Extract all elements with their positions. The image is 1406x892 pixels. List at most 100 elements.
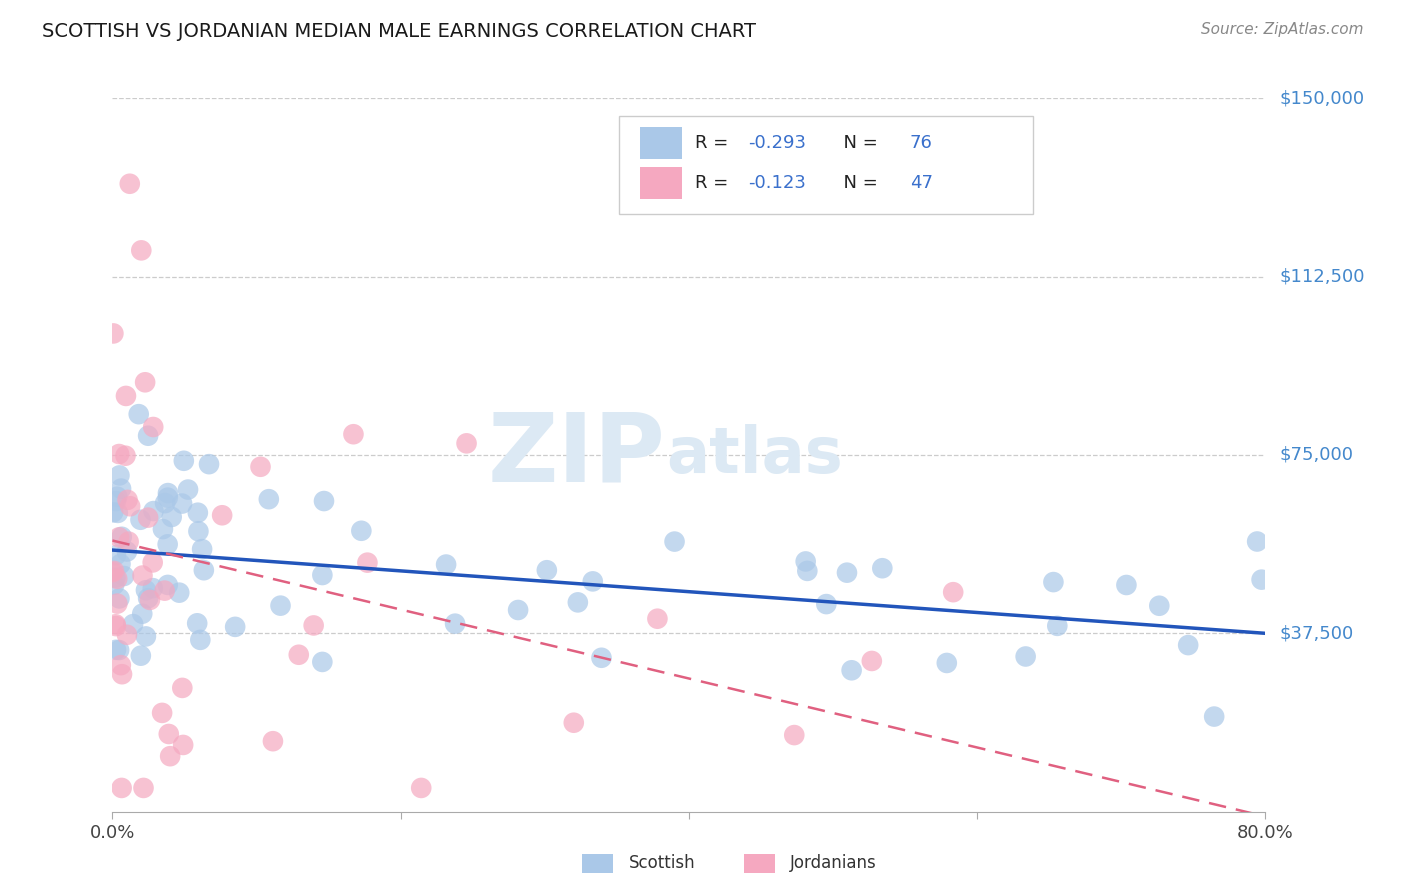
Point <box>841 663 863 677</box>
Point <box>1115 578 1137 592</box>
Text: N =: N = <box>832 174 884 192</box>
Point <box>562 715 585 730</box>
Point <box>1046 619 1069 633</box>
Point <box>105 494 128 508</box>
Point <box>172 738 194 752</box>
Point <box>1246 534 1268 549</box>
Point <box>115 544 138 558</box>
Point <box>177 483 200 497</box>
Point <box>1250 573 1272 587</box>
Point <box>105 597 128 611</box>
Point <box>152 522 174 536</box>
Point <box>191 542 214 557</box>
Point <box>1204 709 1226 723</box>
Point <box>103 578 125 592</box>
Point <box>311 655 333 669</box>
Point <box>108 468 131 483</box>
Text: 47: 47 <box>910 174 932 192</box>
Point <box>172 681 194 695</box>
Point <box>356 556 378 570</box>
Point <box>101 565 124 579</box>
Point <box>118 177 141 191</box>
Point <box>108 530 131 544</box>
Point <box>262 734 284 748</box>
Point <box>103 326 125 341</box>
Text: Scottish: Scottish <box>628 855 695 872</box>
Point <box>835 566 858 580</box>
Point <box>942 585 965 599</box>
Point <box>567 595 589 609</box>
Point <box>139 593 162 607</box>
Point <box>108 591 131 606</box>
Point <box>142 504 165 518</box>
Point <box>111 667 134 681</box>
Point <box>108 643 131 657</box>
Point <box>129 648 152 663</box>
Point <box>1042 575 1064 590</box>
Point <box>150 706 173 720</box>
Point <box>132 780 155 795</box>
Point <box>104 548 127 562</box>
Point <box>872 561 894 575</box>
Point <box>211 508 233 523</box>
Text: Jordanians: Jordanians <box>790 855 877 872</box>
Point <box>1014 649 1036 664</box>
Point <box>350 524 373 538</box>
Point <box>156 578 179 592</box>
Point <box>129 244 153 258</box>
Point <box>114 449 136 463</box>
Point <box>783 728 806 742</box>
Point <box>794 554 817 568</box>
Text: -0.293: -0.293 <box>748 134 806 152</box>
Point <box>411 780 433 795</box>
Point <box>860 654 883 668</box>
Text: ZIP: ZIP <box>488 409 666 501</box>
Point <box>103 564 125 578</box>
Point <box>136 428 159 442</box>
Point <box>136 591 159 606</box>
Text: R =: R = <box>695 174 734 192</box>
Point <box>122 617 145 632</box>
Point <box>111 780 134 795</box>
Text: -0.123: -0.123 <box>748 174 806 192</box>
Point <box>186 616 208 631</box>
Point <box>111 530 134 544</box>
Point <box>456 436 478 450</box>
Point <box>156 491 179 505</box>
Point <box>1149 599 1171 613</box>
Point <box>311 568 333 582</box>
Point <box>167 585 190 599</box>
Point <box>115 628 138 642</box>
Point <box>582 574 605 589</box>
Point <box>142 420 165 434</box>
Point <box>815 597 838 611</box>
Point <box>224 620 246 634</box>
Point <box>187 506 209 520</box>
Point <box>104 617 127 632</box>
Text: SCOTTISH VS JORDANIAN MEDIAN MALE EARNINGS CORRELATION CHART: SCOTTISH VS JORDANIAN MEDIAN MALE EARNIN… <box>42 22 756 41</box>
Point <box>104 619 127 633</box>
Point <box>101 505 124 519</box>
Point <box>172 497 194 511</box>
Text: $112,500: $112,500 <box>1279 268 1365 285</box>
Point <box>935 656 957 670</box>
Point <box>444 616 467 631</box>
Text: $37,500: $37,500 <box>1279 624 1354 642</box>
Point <box>142 556 165 570</box>
Point <box>536 563 558 577</box>
Point <box>193 563 215 577</box>
Point <box>249 459 271 474</box>
Point <box>115 389 138 403</box>
Point <box>156 537 179 551</box>
Point <box>134 376 156 390</box>
Point <box>129 513 152 527</box>
Text: 76: 76 <box>910 134 932 152</box>
Point <box>796 564 818 578</box>
Text: atlas: atlas <box>666 424 842 486</box>
Point <box>302 618 325 632</box>
Point <box>104 643 127 657</box>
Point <box>173 454 195 468</box>
Point <box>135 629 157 643</box>
Point <box>108 447 131 461</box>
Point <box>112 569 135 583</box>
